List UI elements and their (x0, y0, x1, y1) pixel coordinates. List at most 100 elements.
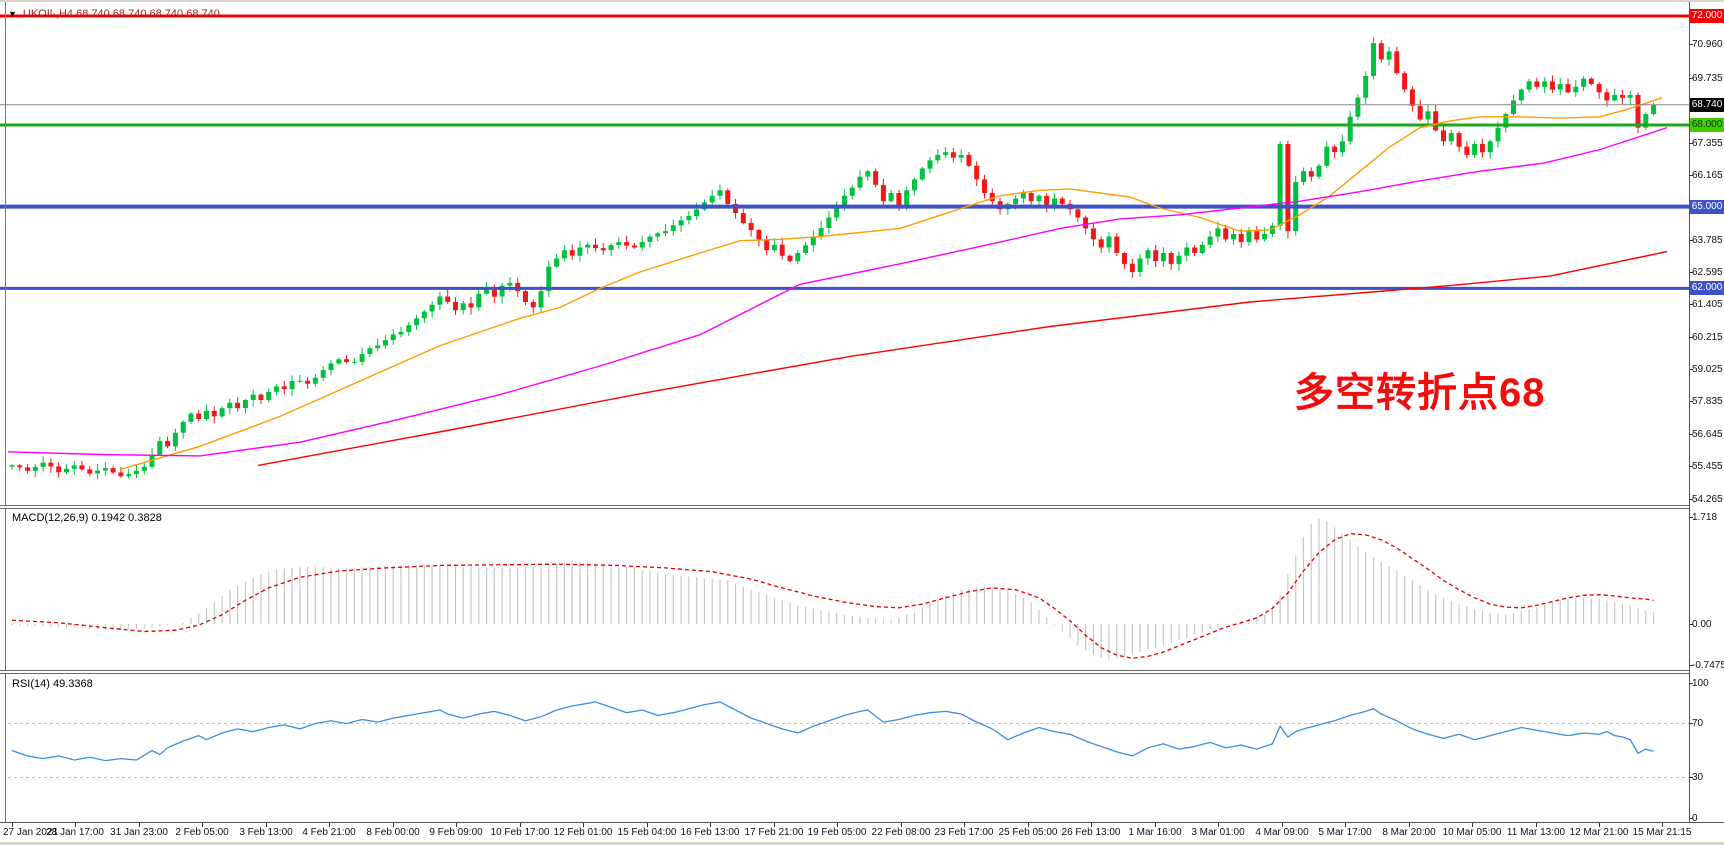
price-tick (1689, 499, 1693, 500)
price-axis-border (1689, 2, 1690, 842)
price-tick (1689, 78, 1693, 79)
date-tick-label: 15 Mar 21:15 (1632, 827, 1692, 838)
date-tick (266, 823, 267, 827)
price-tick (1689, 466, 1693, 467)
date-tick-label: 1 Mar 16:00 (1128, 827, 1182, 838)
date-tick-label: 28 Jan 17:00 (46, 827, 104, 838)
date-tick-label: 16 Feb 13:00 (680, 827, 740, 838)
price-tick-label: 56.645 (1692, 429, 1723, 440)
chart-text-annotation[interactable]: 多空转折点68 (1294, 371, 1546, 415)
date-tick (75, 823, 76, 827)
price-tick (1689, 369, 1693, 370)
date-tick (1409, 823, 1410, 827)
date-tick-label: 8 Feb 00:00 (366, 827, 420, 838)
price-tick (1689, 175, 1693, 176)
macd-tick (1689, 665, 1693, 666)
date-tick-label: 25 Feb 05:00 (998, 827, 1058, 838)
date-axis[interactable]: 27 Jan 2021 28 Jan 17:00 31 Jan 23:00 2 Feb… (0, 822, 1724, 843)
price-tick-label: 55.455 (1692, 461, 1723, 472)
price-badge: 65.000 (1690, 200, 1724, 214)
price-tick (1689, 143, 1693, 144)
price-tick-label: 59.025 (1692, 364, 1723, 375)
macd-values: 0.1942 0.3828 (91, 512, 162, 524)
price-tick-label: 70.960 (1692, 39, 1723, 50)
date-tick (1028, 823, 1029, 827)
date-tick-label: 19 Feb 05:00 (807, 827, 867, 838)
main-macd-separator[interactable] (0, 505, 1689, 509)
price-badge: 72.000 (1690, 9, 1724, 23)
date-tick-label: 10 Feb 17:00 (490, 827, 550, 838)
chart-title-bar: ▼ UKOIl·,H4 68.740 68.740 68.740 68.740 (8, 8, 220, 20)
date-tick (901, 823, 902, 827)
symbol-timeframe-label: UKOIl·,H4 (22, 8, 74, 20)
date-tick-label: 4 Mar 09:00 (1255, 827, 1309, 838)
date-tick-label: 31 Jan 23:00 (110, 827, 168, 838)
rsi-tick (1689, 777, 1693, 778)
date-tick (139, 823, 140, 827)
price-badge: 62.000 (1690, 281, 1724, 295)
rsi-tick-label: 0 (1692, 813, 1698, 824)
macd-tick (1689, 624, 1693, 625)
rsi-tick (1689, 818, 1693, 819)
date-tick (1218, 823, 1219, 827)
date-tick (329, 823, 330, 827)
ohlc-values: 68.740 68.740 68.740 68.740 (76, 8, 220, 20)
price-tick-label: 61.405 (1692, 299, 1723, 310)
price-tick-label: 63.785 (1692, 235, 1723, 246)
date-tick (1662, 823, 1663, 827)
price-tick-label: 62.595 (1692, 267, 1723, 278)
price-tick-label: 67.355 (1692, 138, 1723, 149)
rsi-tick (1689, 683, 1693, 684)
macd-tick-label: -0.7475 (1692, 660, 1724, 671)
price-tick (1689, 304, 1693, 305)
price-tick-label: 60.215 (1692, 332, 1723, 343)
price-tick-label: 69.735 (1692, 73, 1723, 84)
date-tick (1155, 823, 1156, 827)
date-tick-label: 3 Feb 13:00 (239, 827, 293, 838)
date-tick-label: 11 Mar 13:00 (1506, 827, 1566, 838)
date-tick-label: 8 Mar 20:00 (1382, 827, 1436, 838)
price-tick-label: 57.835 (1692, 396, 1723, 407)
date-tick-label: 2 Feb 05:00 (175, 827, 229, 838)
date-tick (1536, 823, 1537, 827)
date-tick-label: 4 Feb 21:00 (302, 827, 356, 838)
rsi-indicator-label: RSI(14) 49.3368 (12, 678, 93, 690)
date-tick-label: 9 Feb 09:00 (429, 827, 483, 838)
bottom-frame-strip (0, 842, 1724, 845)
date-tick-label: 12 Mar 21:00 (1569, 827, 1629, 838)
date-tick-label: 12 Feb 01:00 (553, 827, 613, 838)
macd-tick (1689, 517, 1693, 518)
macd-rsi-separator[interactable] (0, 670, 1689, 674)
date-tick (647, 823, 648, 827)
rsi-tick (1689, 723, 1693, 724)
price-tick (1689, 44, 1693, 45)
rsi-value: 49.3368 (52, 678, 93, 690)
price-tick-label: 66.165 (1692, 170, 1723, 181)
price-badge: 68.740 (1690, 98, 1724, 112)
date-tick-label: 17 Feb 21:00 (744, 827, 804, 838)
rsi-name: RSI(14) (12, 678, 50, 690)
date-tick (520, 823, 521, 827)
price-tick (1689, 401, 1693, 402)
price-tick (1689, 240, 1693, 241)
price-tick (1689, 272, 1693, 273)
date-tick-label: 26 Feb 13:00 (1061, 827, 1121, 838)
date-tick-label: 3 Mar 01:00 (1191, 827, 1245, 838)
date-tick-label: 5 Mar 17:00 (1318, 827, 1372, 838)
date-tick (12, 823, 13, 827)
date-tick-label: 22 Feb 08:00 (871, 827, 931, 838)
date-tick (1472, 823, 1473, 827)
date-tick (1282, 823, 1283, 827)
date-tick (837, 823, 838, 827)
symbol-dropdown-icon[interactable]: ▼ (8, 9, 17, 19)
date-tick (964, 823, 965, 827)
macd-tick-label: 1.718 (1692, 512, 1718, 523)
rsi-tick-label: 70 (1692, 718, 1704, 729)
date-tick (774, 823, 775, 827)
date-tick (583, 823, 584, 827)
rsi-tick-label: 30 (1692, 772, 1704, 783)
date-tick (456, 823, 457, 827)
date-tick-label: 10 Mar 05:00 (1442, 827, 1502, 838)
